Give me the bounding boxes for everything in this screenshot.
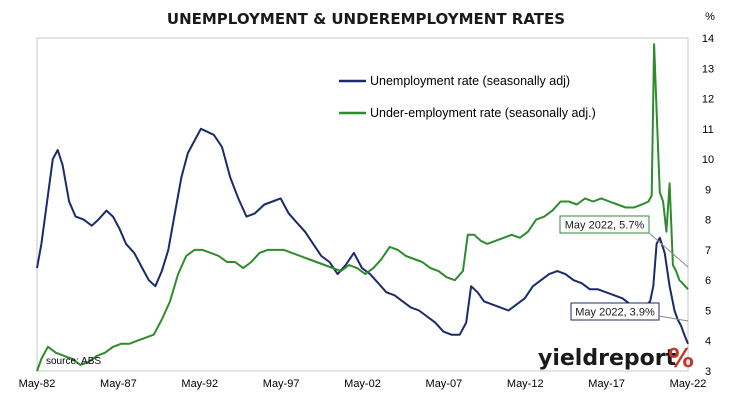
y-tick-label: 4: [705, 336, 711, 348]
y-axis: 3 4 5 6 7 8 9 10 11 12 13 14: [702, 33, 714, 378]
annotation-leader-unemployment: [658, 315, 689, 322]
legend-label-unemployment: Unemployment rate (seasonally adj): [370, 74, 570, 88]
brand-logo: yieldreport %: [538, 344, 694, 374]
x-tick-label: May-87: [100, 378, 137, 390]
x-tick-label: May-97: [263, 378, 300, 390]
x-tick-label: May-17: [588, 378, 625, 390]
chart-title: UNEMPLOYMENT & UNDEREMPLOYMENT RATES: [167, 10, 565, 28]
y-tick-label: 5: [705, 305, 711, 317]
x-tick-label: May-22: [670, 378, 707, 390]
y-tick-label: 14: [702, 33, 714, 45]
y-tick-label: 7: [705, 245, 711, 257]
brand-percent-icon: %: [668, 344, 694, 374]
plot-area: [36, 37, 689, 372]
legend: Unemployment rate (seasonally adj) Under…: [339, 74, 596, 120]
source-note: source: ABS: [46, 356, 101, 367]
y-tick-label: 6: [705, 275, 711, 287]
y-axis-unit: %: [705, 11, 715, 23]
x-tick-label: May-02: [344, 378, 381, 390]
y-tick-label: 11: [702, 124, 713, 136]
x-tick-label: May-82: [19, 378, 56, 390]
annotation-underemployment: May 2022, 5.7%: [565, 220, 645, 232]
x-tick-label: May-92: [181, 378, 218, 390]
y-tick-label: 10: [702, 154, 714, 166]
x-axis: May-82 May-87 May-92 May-97 May-02 May-07 May-…: [19, 378, 707, 390]
legend-label-underemployment: Under-employment rate (seasonally adj.): [370, 106, 596, 120]
y-tick-label: 13: [702, 63, 714, 75]
annotation-leader-underemployment: [648, 232, 689, 268]
y-tick-label: 8: [705, 215, 711, 227]
y-tick-label: 12: [702, 94, 714, 106]
annotations: May 2022, 5.7% May 2022, 3.9%: [559, 215, 689, 322]
series-line-underemployment: [36, 43, 689, 372]
annotation-unemployment: May 2022, 3.9%: [575, 307, 655, 319]
annotation-box-underemployment: [559, 215, 650, 234]
series-group: [36, 43, 689, 372]
series-line-unemployment: [36, 127, 689, 345]
annotation-box-unemployment: [570, 302, 660, 321]
brand-wordmark: yieldreport: [538, 346, 677, 371]
x-tick-label: May-12: [507, 378, 544, 390]
y-tick-label: 3: [705, 366, 711, 378]
x-tick-label: May-07: [426, 378, 463, 390]
y-tick-label: 9: [705, 184, 711, 196]
